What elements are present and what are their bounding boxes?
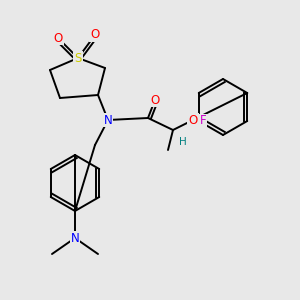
Text: O: O — [150, 94, 160, 106]
Text: S: S — [74, 52, 82, 64]
Text: O: O — [53, 32, 63, 44]
Text: O: O — [188, 113, 198, 127]
Text: N: N — [70, 232, 80, 244]
Text: F: F — [200, 115, 206, 128]
Text: N: N — [103, 113, 112, 127]
Text: H: H — [179, 137, 187, 147]
Text: O: O — [90, 28, 100, 41]
